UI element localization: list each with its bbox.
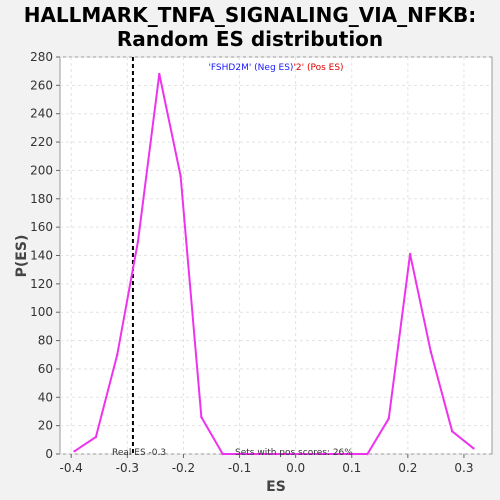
y-tick-label: 220: [30, 135, 53, 149]
x-axis-label: ES: [266, 479, 286, 495]
y-tick-label: 160: [30, 220, 53, 234]
series-layer: [73, 72, 475, 456]
data-point: [221, 452, 224, 456]
data-point: [408, 252, 412, 256]
data-point: [429, 350, 433, 354]
legend: 'FSHD2M' (Neg ES)'2' (Pos ES): [208, 63, 343, 73]
y-tick-label: 240: [30, 107, 53, 121]
x-tick-label: -0.1: [228, 461, 251, 475]
x-tick-label: -0.3: [116, 461, 139, 475]
chart-title-line1: HALLMARK_TNFA_SIGNALING_VIA_NFKB:: [24, 3, 477, 27]
data-point: [136, 240, 140, 243]
real-es-annotation: Real ES -0.3: [112, 448, 166, 458]
y-tick-label: 280: [30, 50, 53, 64]
y-tick-label: 80: [38, 334, 53, 348]
y-tick-label: 260: [30, 78, 53, 92]
data-point: [158, 72, 161, 76]
y-tick-label: 20: [38, 419, 53, 433]
y-tick-label: 140: [30, 249, 53, 263]
data-point: [450, 430, 454, 433]
y-axis-label: P(ES): [14, 235, 30, 278]
y-tick-label: 180: [30, 192, 53, 206]
data-point: [366, 452, 369, 456]
series-line: [74, 73, 475, 455]
x-tick-label: 0.3: [454, 461, 473, 475]
data-point: [116, 353, 119, 356]
pos-scores-annotation: Sets with pos scores: 26%: [235, 448, 353, 458]
y-tick-label: 200: [30, 163, 53, 177]
y-tick-label: 100: [30, 305, 53, 319]
x-tick-label: -0.4: [60, 461, 83, 475]
x-tick-label: 0.1: [342, 461, 361, 475]
data-point: [179, 174, 182, 178]
x-tick-label: 0.2: [398, 461, 417, 475]
data-point: [73, 449, 76, 453]
x-tick-label: 0.0: [286, 461, 305, 475]
axis-ticks: -0.4 -0.3 -0.2 -0.1 0.0 0.1 0.2 0.3 0 20 40 60 80 100…: [30, 50, 473, 475]
legend-neg-es: 'FSHD2M' (Neg ES): [208, 63, 293, 73]
y-tick-label: 40: [38, 390, 53, 404]
x-tick-label: -0.2: [172, 461, 195, 475]
data-point: [472, 447, 475, 450]
chart-title-line2: Random ES distribution: [117, 27, 383, 51]
legend-pos-es: '2' (Pos ES): [293, 63, 343, 73]
data-point: [387, 417, 390, 420]
y-tick-label: 0: [45, 447, 53, 461]
data-point: [200, 415, 203, 419]
y-tick-label: 120: [30, 277, 53, 291]
y-tick-label: 60: [38, 362, 53, 376]
data-point: [94, 435, 98, 439]
